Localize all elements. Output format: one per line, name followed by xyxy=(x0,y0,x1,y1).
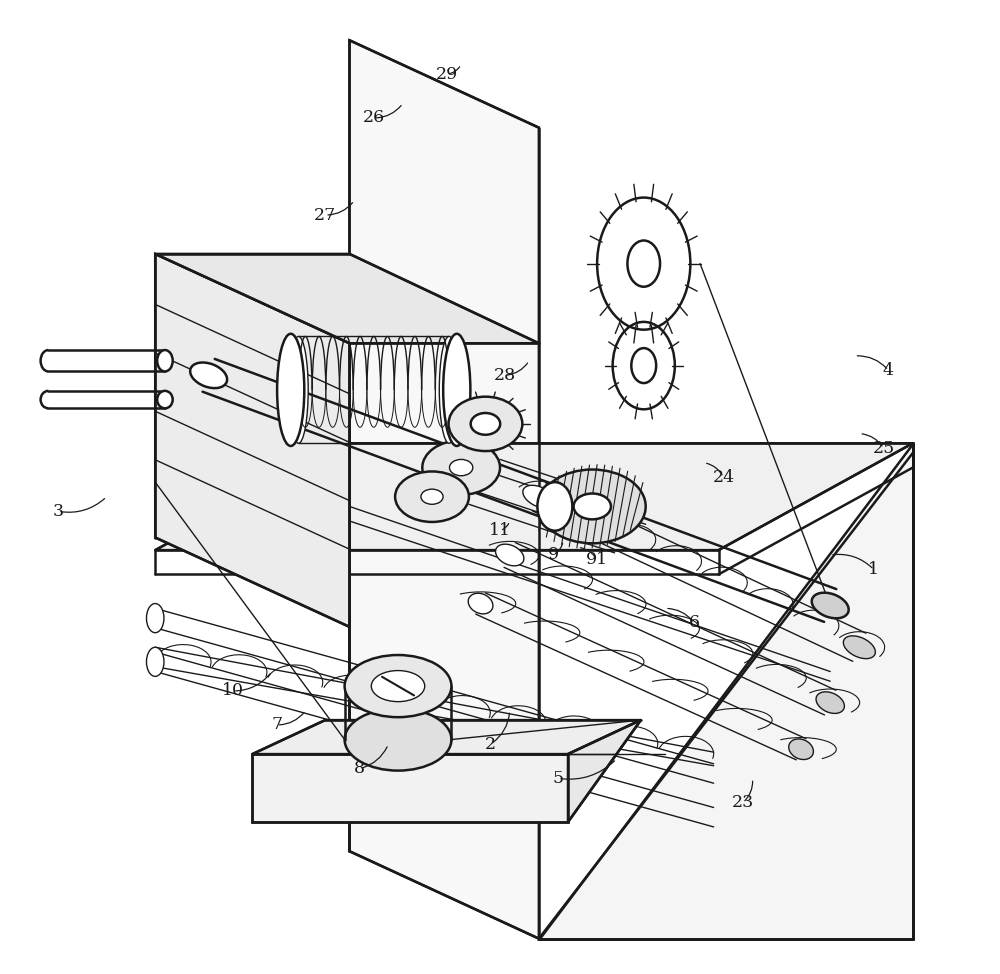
Text: 1: 1 xyxy=(868,561,879,578)
Ellipse shape xyxy=(345,656,451,717)
Ellipse shape xyxy=(289,336,308,443)
Text: 10: 10 xyxy=(222,683,244,699)
Ellipse shape xyxy=(190,362,227,388)
Text: 29: 29 xyxy=(435,65,458,83)
Polygon shape xyxy=(155,254,349,627)
Ellipse shape xyxy=(421,489,443,505)
Ellipse shape xyxy=(277,334,304,446)
Polygon shape xyxy=(155,443,913,550)
Ellipse shape xyxy=(449,460,473,475)
Ellipse shape xyxy=(422,440,500,495)
Ellipse shape xyxy=(395,471,469,522)
Text: 2: 2 xyxy=(485,736,496,753)
Ellipse shape xyxy=(345,708,451,770)
Ellipse shape xyxy=(439,336,459,443)
Ellipse shape xyxy=(574,494,611,519)
Ellipse shape xyxy=(443,334,470,446)
Text: 9: 9 xyxy=(548,546,559,564)
Ellipse shape xyxy=(816,692,844,713)
Ellipse shape xyxy=(471,413,500,434)
Text: 28: 28 xyxy=(494,367,516,384)
Text: 4: 4 xyxy=(883,362,894,379)
Ellipse shape xyxy=(523,485,555,508)
Ellipse shape xyxy=(496,544,524,566)
Text: 3: 3 xyxy=(53,503,64,520)
Text: 6: 6 xyxy=(689,615,700,631)
Ellipse shape xyxy=(146,648,164,676)
Ellipse shape xyxy=(371,670,425,701)
Ellipse shape xyxy=(157,350,173,371)
Polygon shape xyxy=(568,720,641,822)
Ellipse shape xyxy=(539,469,646,543)
Text: 91: 91 xyxy=(586,551,608,569)
Ellipse shape xyxy=(843,636,875,658)
Ellipse shape xyxy=(631,348,656,383)
Ellipse shape xyxy=(789,739,813,760)
Ellipse shape xyxy=(449,396,522,451)
Polygon shape xyxy=(539,443,913,939)
Ellipse shape xyxy=(627,241,660,286)
Polygon shape xyxy=(349,40,539,939)
Ellipse shape xyxy=(812,593,849,618)
Text: 8: 8 xyxy=(354,760,365,777)
Ellipse shape xyxy=(537,482,572,531)
Polygon shape xyxy=(252,754,568,822)
Text: 11: 11 xyxy=(489,522,511,540)
Text: 26: 26 xyxy=(363,109,385,127)
Ellipse shape xyxy=(157,391,173,408)
Text: 23: 23 xyxy=(732,794,754,811)
Text: 24: 24 xyxy=(712,468,734,486)
Ellipse shape xyxy=(468,593,493,614)
Text: 27: 27 xyxy=(314,206,336,224)
Text: 5: 5 xyxy=(553,769,564,787)
Ellipse shape xyxy=(146,604,164,633)
Polygon shape xyxy=(252,720,641,754)
Text: 25: 25 xyxy=(873,439,895,457)
Text: 7: 7 xyxy=(271,717,282,733)
Polygon shape xyxy=(155,254,539,343)
